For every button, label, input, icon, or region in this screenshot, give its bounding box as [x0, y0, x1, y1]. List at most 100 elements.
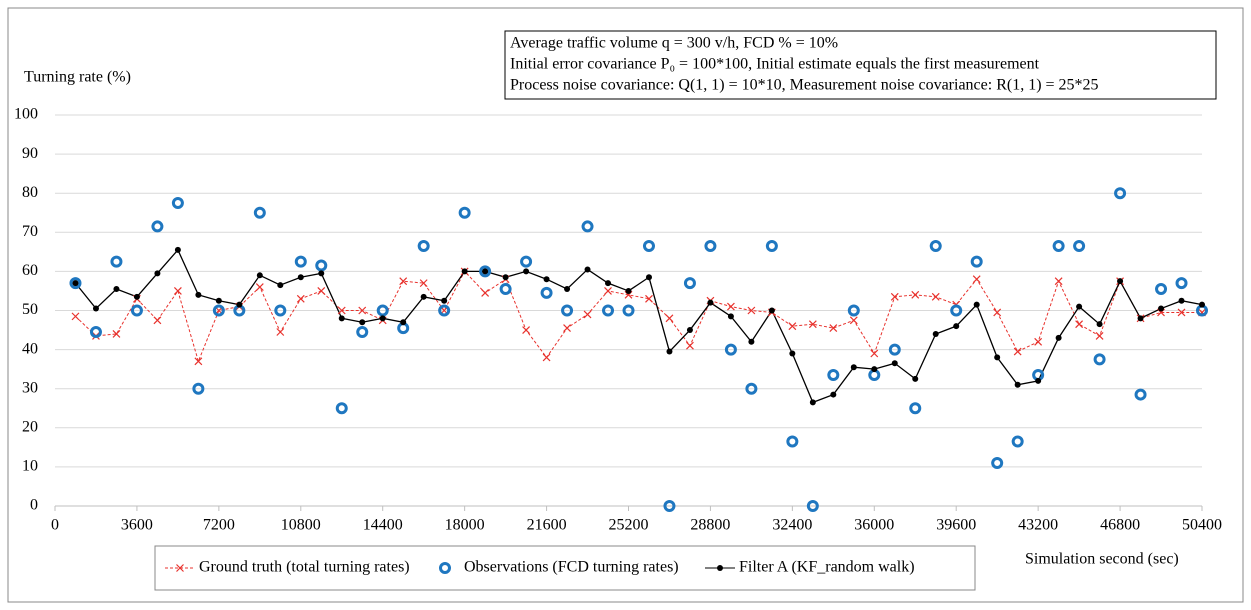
- y-tick-label: 30: [22, 379, 38, 396]
- y-tick-label: 90: [22, 145, 38, 162]
- filter-marker: [605, 280, 612, 287]
- x-tick-label: 28800: [690, 517, 730, 534]
- filter-marker: [1137, 315, 1144, 322]
- filter-marker: [543, 276, 550, 283]
- filter-marker: [912, 375, 919, 382]
- observation-marker: [69, 277, 82, 290]
- x-tick-label: 10800: [281, 517, 321, 534]
- filter-marker: [400, 319, 407, 326]
- chart-frame: [7, 7, 1244, 603]
- filter-marker: [441, 297, 448, 304]
- observation-marker: [602, 304, 615, 317]
- observation-marker: [622, 304, 635, 317]
- filter-marker: [1096, 321, 1103, 328]
- filter-marker: [359, 319, 366, 326]
- filter-marker: [256, 272, 263, 279]
- observation-marker: [888, 343, 901, 356]
- series-line: [74, 248, 1203, 404]
- truth-marker: [71, 312, 80, 321]
- filter-marker: [625, 287, 632, 294]
- truth-marker: [1075, 320, 1084, 329]
- filter-marker: [973, 301, 980, 308]
- observation-marker: [683, 277, 696, 290]
- observation-marker: [540, 286, 553, 299]
- observation-marker: [439, 562, 451, 574]
- observation-marker: [929, 239, 942, 252]
- truth-marker: [337, 306, 346, 315]
- filter-marker: [420, 293, 427, 300]
- x-tick-label: 32400: [772, 517, 812, 534]
- filter-marker: [1117, 278, 1124, 285]
- observation-marker: [663, 500, 676, 512]
- y-tick-label: 20: [22, 418, 38, 435]
- observation-marker: [479, 265, 492, 278]
- truth-marker: [276, 328, 285, 336]
- truth-marker: [1177, 308, 1186, 317]
- truth-marker: [931, 292, 940, 301]
- truth-marker: [399, 277, 408, 286]
- filter-marker: [133, 293, 140, 300]
- annotation: Process noise covariance: Q(1, 1) = 10*1…: [510, 77, 1099, 94]
- observation-marker: [294, 255, 307, 268]
- filter-marker: [850, 364, 857, 371]
- x-tick-label: 18000: [445, 517, 485, 534]
- observation-marker: [745, 382, 758, 395]
- observation-marker: [950, 304, 963, 317]
- truth-marker: [788, 322, 797, 331]
- filter-marker: [154, 270, 161, 277]
- filter-marker: [1158, 305, 1165, 312]
- filter-marker: [707, 299, 714, 306]
- filter-marker: [236, 301, 243, 308]
- y-tick-label: 80: [22, 184, 38, 201]
- observation-marker: [192, 382, 205, 395]
- truth-marker: [1013, 347, 1022, 356]
- observation-marker: [499, 282, 512, 295]
- filter-marker: [686, 327, 693, 334]
- truth-marker: [911, 290, 920, 299]
- filter-marker: [645, 274, 652, 281]
- truth-marker: [194, 357, 203, 366]
- filter-marker: [932, 330, 939, 337]
- truth-marker: [153, 316, 162, 325]
- x-tick-label: 39600: [936, 517, 976, 534]
- x-tick-label: 21600: [527, 517, 567, 534]
- observation-marker: [909, 402, 922, 415]
- y-tick-label: 100: [14, 106, 38, 123]
- observation-marker: [827, 369, 840, 382]
- truth-marker: [849, 316, 858, 325]
- filter-marker: [717, 565, 723, 571]
- filter-marker: [195, 291, 202, 298]
- x-tick-label: 50400: [1182, 517, 1222, 534]
- observation-marker: [417, 239, 430, 252]
- x-tick-label: 0: [51, 517, 59, 534]
- filter-marker: [461, 268, 468, 275]
- truth-marker: [255, 283, 264, 291]
- filter-marker: [1014, 381, 1021, 388]
- truth-marker: [870, 349, 879, 358]
- observation-marker: [212, 304, 225, 317]
- filter-marker: [564, 285, 571, 292]
- filter-marker: [482, 268, 489, 275]
- observation-marker: [376, 304, 389, 317]
- filter-marker: [748, 338, 755, 345]
- truth-marker: [317, 287, 326, 295]
- legend-label: Observations (FCD turning rates): [464, 559, 679, 576]
- y-tick-label: 70: [22, 223, 38, 240]
- truth-marker: [890, 292, 899, 301]
- observation-marker: [274, 304, 287, 317]
- truth-marker: [419, 279, 428, 288]
- truth-marker: [972, 275, 981, 284]
- filter-marker: [1199, 301, 1205, 308]
- observation-marker: [1073, 239, 1086, 252]
- filter-marker: [297, 274, 304, 281]
- truth-marker: [747, 306, 756, 315]
- legend: [154, 545, 976, 591]
- truth-marker: [481, 288, 490, 297]
- observation-marker: [806, 500, 819, 512]
- observation-marker: [335, 402, 348, 415]
- annotation: Initial error covariance P₀ = 100*100, I…: [510, 56, 1040, 73]
- truth-marker: [604, 287, 612, 295]
- filter-marker: [379, 315, 386, 322]
- truth-marker: [726, 302, 735, 311]
- observation-marker: [110, 255, 123, 268]
